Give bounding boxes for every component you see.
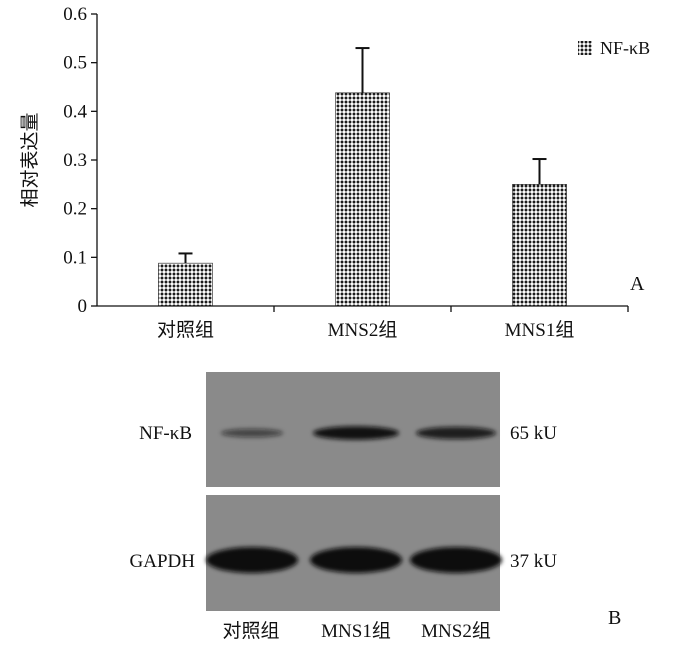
- panel-label-a: A: [630, 273, 645, 295]
- lane-label-control: 对照组: [222, 620, 279, 642]
- y-tick-label: 0.1: [63, 247, 87, 268]
- band: [206, 547, 298, 573]
- x-tick-label: MNS1组: [505, 319, 575, 340]
- y-tick-label: 0.2: [63, 199, 87, 220]
- legend: NF-κB: [578, 38, 650, 58]
- western-blot: NF-κB GAPDH 65 kU 37 kU 对照组 MNS1组 MNS2组 …: [130, 372, 621, 642]
- y-tick-label: 0: [78, 296, 88, 317]
- protein-label-gapdh: GAPDH: [130, 551, 196, 572]
- x-tick-label: MNS2组: [328, 319, 398, 340]
- band: [312, 426, 400, 440]
- y-tick-label: 0.5: [63, 53, 87, 74]
- western-blot-panel: NF-κB GAPDH 65 kU 37 kU 对照组 MNS1组 MNS2组 …: [0, 360, 700, 646]
- protein-label-nfkb: NF-κB: [139, 423, 192, 444]
- y-axis-label: 相对表达量: [19, 112, 41, 207]
- size-label-65: 65 kU: [510, 423, 557, 444]
- legend-swatch: [578, 41, 592, 55]
- bar-chart-panel: 相对表达量 NF-κB A 0 0.1 0.2 0.3 0.4 0.5 0.6 对照组 MNS2…: [19, 4, 650, 341]
- lane-label-mns2: MNS2组: [421, 620, 491, 642]
- y-tick-label: 0.3: [63, 150, 87, 171]
- bar-chart: 相对表达量 NF-κB A 0 0.1 0.2 0.3 0.4 0.5 0.6 对照组 MNS2…: [19, 4, 650, 341]
- band: [410, 547, 502, 573]
- legend-label: NF-κB: [600, 38, 650, 58]
- band: [415, 426, 497, 440]
- bar: [512, 184, 567, 307]
- bar: [335, 92, 390, 307]
- band: [310, 547, 402, 573]
- bar: [158, 262, 213, 307]
- size-label-37: 37 kU: [510, 551, 557, 572]
- lane-label-mns1: MNS1组: [321, 620, 391, 642]
- y-tick-label: 0.6: [63, 4, 87, 25]
- band: [220, 428, 284, 438]
- panel-label-b: B: [608, 607, 621, 629]
- y-tick-label: 0.4: [63, 101, 87, 122]
- x-tick-label: 对照组: [157, 319, 214, 340]
